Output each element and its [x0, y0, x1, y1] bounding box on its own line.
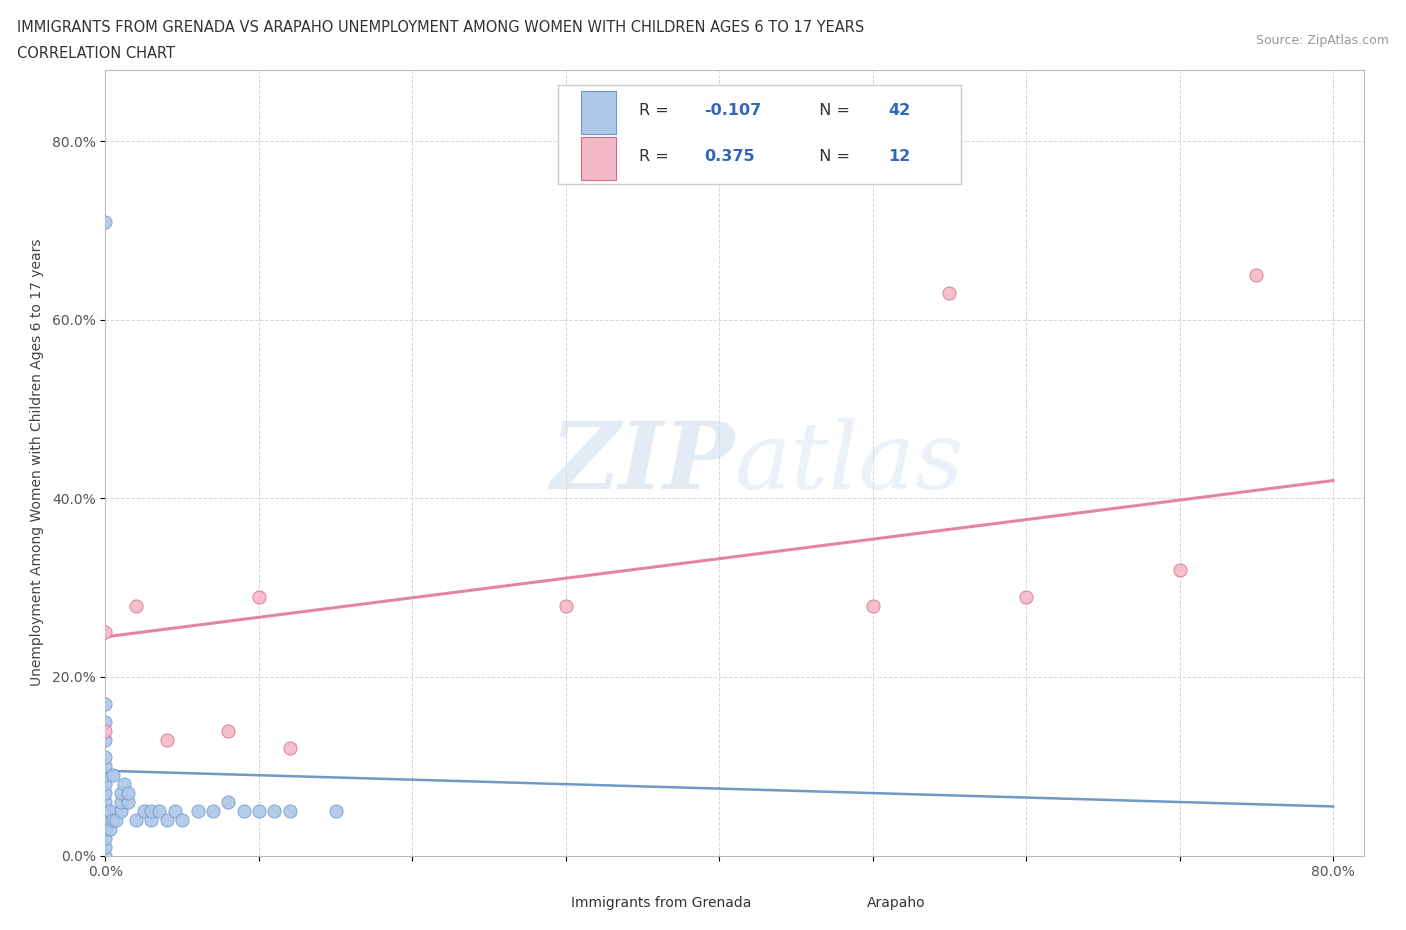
Point [117, 794, 139, 809]
Bar [581, 91, 616, 134]
Text: N =: N = [808, 103, 855, 118]
Point [186, 804, 208, 818]
Point [94, 697, 117, 711]
Point [278, 741, 301, 756]
Text: Source: ZipAtlas.com: Source: ZipAtlas.com [1256, 34, 1389, 47]
Point [94, 732, 117, 747]
Point [156, 732, 179, 747]
Point [94, 625, 117, 640]
Point [94, 821, 117, 836]
Point [862, 598, 884, 613]
Point [98, 804, 121, 818]
Text: 12: 12 [889, 149, 911, 164]
Point [110, 786, 132, 801]
Point [141, 813, 163, 828]
Text: Arapaho: Arapaho [866, 896, 925, 910]
Point [263, 804, 285, 818]
Text: IMMIGRANTS FROM GRENADA VS ARAPAHO UNEMPLOYMENT AMONG WOMEN WITH CHILDREN AGES 6: IMMIGRANTS FROM GRENADA VS ARAPAHO UNEMP… [17, 20, 865, 35]
Point [938, 286, 960, 300]
Text: 0.375: 0.375 [704, 149, 755, 164]
Point [201, 804, 224, 818]
Point [172, 813, 194, 828]
Text: R =: R = [638, 103, 673, 118]
Point [217, 724, 239, 738]
Point [94, 804, 117, 818]
Y-axis label: Unemployment Among Women with Children Ages 6 to 17 years: Unemployment Among Women with Children A… [30, 239, 44, 686]
Point [1168, 563, 1191, 578]
Point [1015, 590, 1038, 604]
Point [117, 786, 139, 801]
Point [94, 830, 117, 845]
Point [110, 804, 132, 818]
Bar [533, 881, 561, 912]
Point [94, 794, 117, 809]
Bar [558, 86, 962, 184]
Text: N =: N = [808, 149, 855, 164]
Point [232, 804, 254, 818]
Point [94, 750, 117, 764]
Text: ZIP: ZIP [550, 418, 734, 508]
Point [110, 794, 132, 809]
Bar [581, 137, 616, 179]
Point [217, 794, 239, 809]
Text: -0.107: -0.107 [704, 103, 762, 118]
Point [101, 813, 124, 828]
Point [94, 714, 117, 729]
Point [1246, 268, 1268, 283]
Point [101, 768, 124, 783]
Point [94, 839, 117, 854]
Point [98, 821, 121, 836]
Point [94, 786, 117, 801]
Text: Immigrants from Grenada: Immigrants from Grenada [571, 896, 751, 910]
Point [125, 813, 148, 828]
Bar [830, 881, 856, 912]
Point [125, 598, 148, 613]
Text: 42: 42 [889, 103, 911, 118]
Point [94, 848, 117, 863]
Point [112, 777, 135, 791]
Text: R =: R = [638, 149, 679, 164]
Point [94, 214, 117, 229]
Point [94, 777, 117, 791]
Point [554, 598, 576, 613]
Text: atlas: atlas [734, 418, 965, 508]
Point [132, 804, 155, 818]
Point [278, 804, 301, 818]
Point [94, 813, 117, 828]
Point [141, 804, 163, 818]
Point [94, 724, 117, 738]
Point [247, 804, 270, 818]
Point [94, 759, 117, 774]
Point [163, 804, 186, 818]
Text: CORRELATION CHART: CORRELATION CHART [17, 46, 174, 61]
Point [156, 813, 179, 828]
Point [148, 804, 170, 818]
Point [105, 813, 128, 828]
Point [325, 804, 347, 818]
Point [94, 768, 117, 783]
Point [247, 590, 270, 604]
